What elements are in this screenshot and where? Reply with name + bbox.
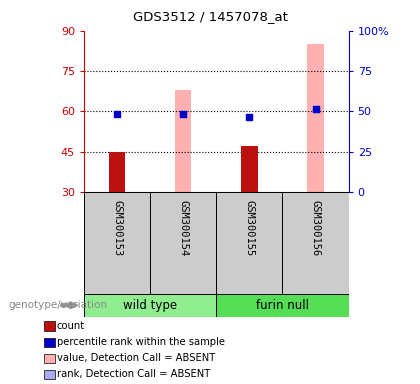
Text: value, Detection Call = ABSENT: value, Detection Call = ABSENT <box>57 353 215 363</box>
Point <box>312 106 319 112</box>
Text: rank, Detection Call = ABSENT: rank, Detection Call = ABSENT <box>57 369 210 379</box>
Text: GSM300153: GSM300153 <box>112 200 122 257</box>
Point <box>312 106 319 112</box>
Text: furin null: furin null <box>256 299 309 312</box>
Text: GSM300156: GSM300156 <box>310 200 320 257</box>
Text: percentile rank within the sample: percentile rank within the sample <box>57 337 225 347</box>
Text: GSM300155: GSM300155 <box>244 200 255 257</box>
Bar <box>216 294 349 317</box>
Point <box>246 114 253 120</box>
Point <box>180 111 186 117</box>
Point <box>180 111 186 117</box>
Bar <box>216 192 282 294</box>
Text: genotype/variation: genotype/variation <box>8 300 108 310</box>
Bar <box>307 44 324 192</box>
Bar <box>241 146 257 192</box>
Text: count: count <box>57 321 85 331</box>
Text: GSM300154: GSM300154 <box>178 200 188 257</box>
Text: wild type: wild type <box>123 299 177 312</box>
Point <box>114 111 121 117</box>
Bar <box>150 192 216 294</box>
Bar <box>282 192 349 294</box>
Text: GDS3512 / 1457078_at: GDS3512 / 1457078_at <box>133 10 287 23</box>
Bar <box>84 192 150 294</box>
Bar <box>109 152 125 192</box>
Bar <box>175 90 192 192</box>
Bar <box>84 294 216 317</box>
